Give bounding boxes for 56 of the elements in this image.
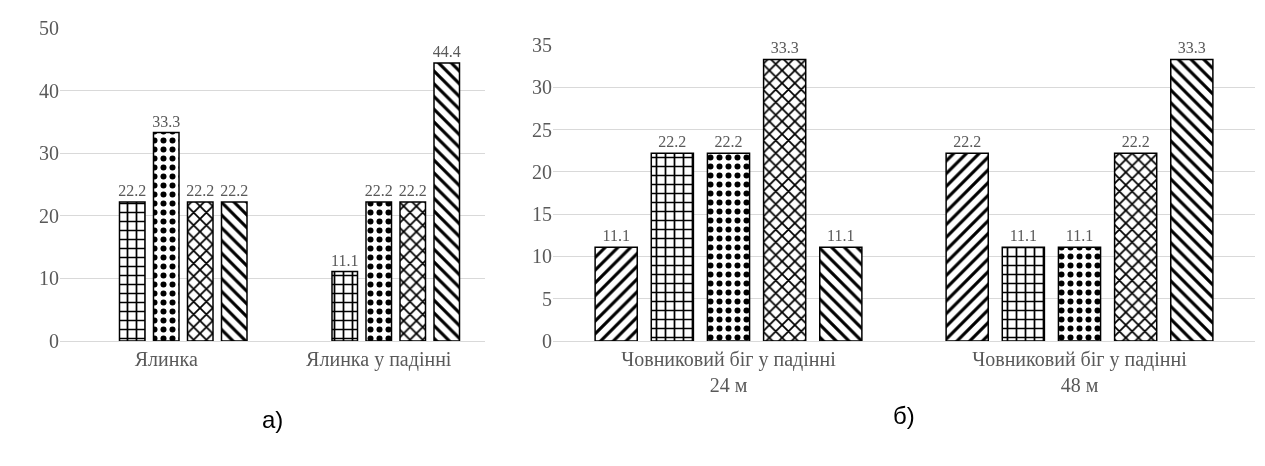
data-label: 11.1 bbox=[602, 227, 630, 245]
bar bbox=[1113, 152, 1158, 341]
x-tick-label: Ялинка у падінні bbox=[306, 348, 452, 371]
data-label: 22.2 bbox=[364, 182, 393, 200]
bar bbox=[706, 152, 751, 341]
y-tick-label: 25 bbox=[532, 118, 552, 141]
bar bbox=[331, 270, 359, 341]
y-tick-label: 50 bbox=[39, 17, 59, 39]
data-label: 22.2 bbox=[220, 182, 249, 200]
bar bbox=[118, 201, 146, 341]
data-label: 22.2 bbox=[118, 182, 147, 200]
data-label: 33.3 bbox=[1177, 39, 1206, 57]
data-label: 22.2 bbox=[186, 182, 215, 200]
bar bbox=[186, 201, 214, 341]
bar bbox=[1001, 246, 1046, 341]
bar bbox=[945, 152, 989, 341]
bar bbox=[819, 246, 863, 341]
data-label: 22.2 bbox=[714, 133, 743, 151]
y-tick-label: 20 bbox=[532, 160, 552, 183]
bar bbox=[594, 246, 638, 341]
bar bbox=[650, 152, 695, 341]
x-tick-label: Човниковий біг у падінні 24 м bbox=[621, 348, 837, 396]
data-label: 22.2 bbox=[398, 182, 427, 200]
data-label: 22.2 bbox=[658, 133, 687, 151]
y-tick-label: 0 bbox=[49, 330, 59, 352]
y-tick-label: 0 bbox=[542, 330, 552, 352]
y-tick-label: 35 bbox=[532, 34, 552, 56]
y-tick-label: 30 bbox=[39, 142, 59, 165]
data-label: 11.1 bbox=[1009, 227, 1038, 245]
x-tick-label: Човниковий біг у падінні 48 м bbox=[972, 348, 1188, 396]
y-tick-label: 15 bbox=[532, 203, 552, 226]
bar bbox=[433, 62, 461, 341]
text: б) bbox=[893, 402, 915, 429]
bar bbox=[1170, 58, 1214, 341]
data-label: 44.4 bbox=[432, 43, 461, 61]
y-tick-label: 10 bbox=[39, 267, 59, 290]
bar bbox=[365, 201, 393, 341]
y-tick-label: 10 bbox=[532, 245, 552, 268]
y-tick-label: 20 bbox=[39, 204, 59, 227]
bar bbox=[1057, 246, 1102, 341]
data-label: 22.2 bbox=[1121, 133, 1150, 151]
bar bbox=[762, 58, 807, 341]
data-label: 33.3 bbox=[152, 112, 181, 130]
y-tick-label: 40 bbox=[39, 79, 59, 102]
bar bbox=[220, 201, 248, 341]
bar bbox=[399, 201, 427, 341]
data-label: 11.1 bbox=[1065, 227, 1094, 245]
data-label: 11.1 bbox=[331, 251, 359, 269]
bar bbox=[152, 131, 180, 341]
y-tick-label: 5 bbox=[542, 287, 552, 310]
data-label: 11.1 bbox=[827, 227, 855, 245]
text: а) bbox=[262, 406, 284, 433]
y-tick-label: 30 bbox=[532, 76, 552, 99]
data-label: 33.3 bbox=[770, 39, 799, 57]
data-label: 22.2 bbox=[953, 133, 982, 151]
x-tick-label: Ялинка bbox=[134, 348, 198, 370]
